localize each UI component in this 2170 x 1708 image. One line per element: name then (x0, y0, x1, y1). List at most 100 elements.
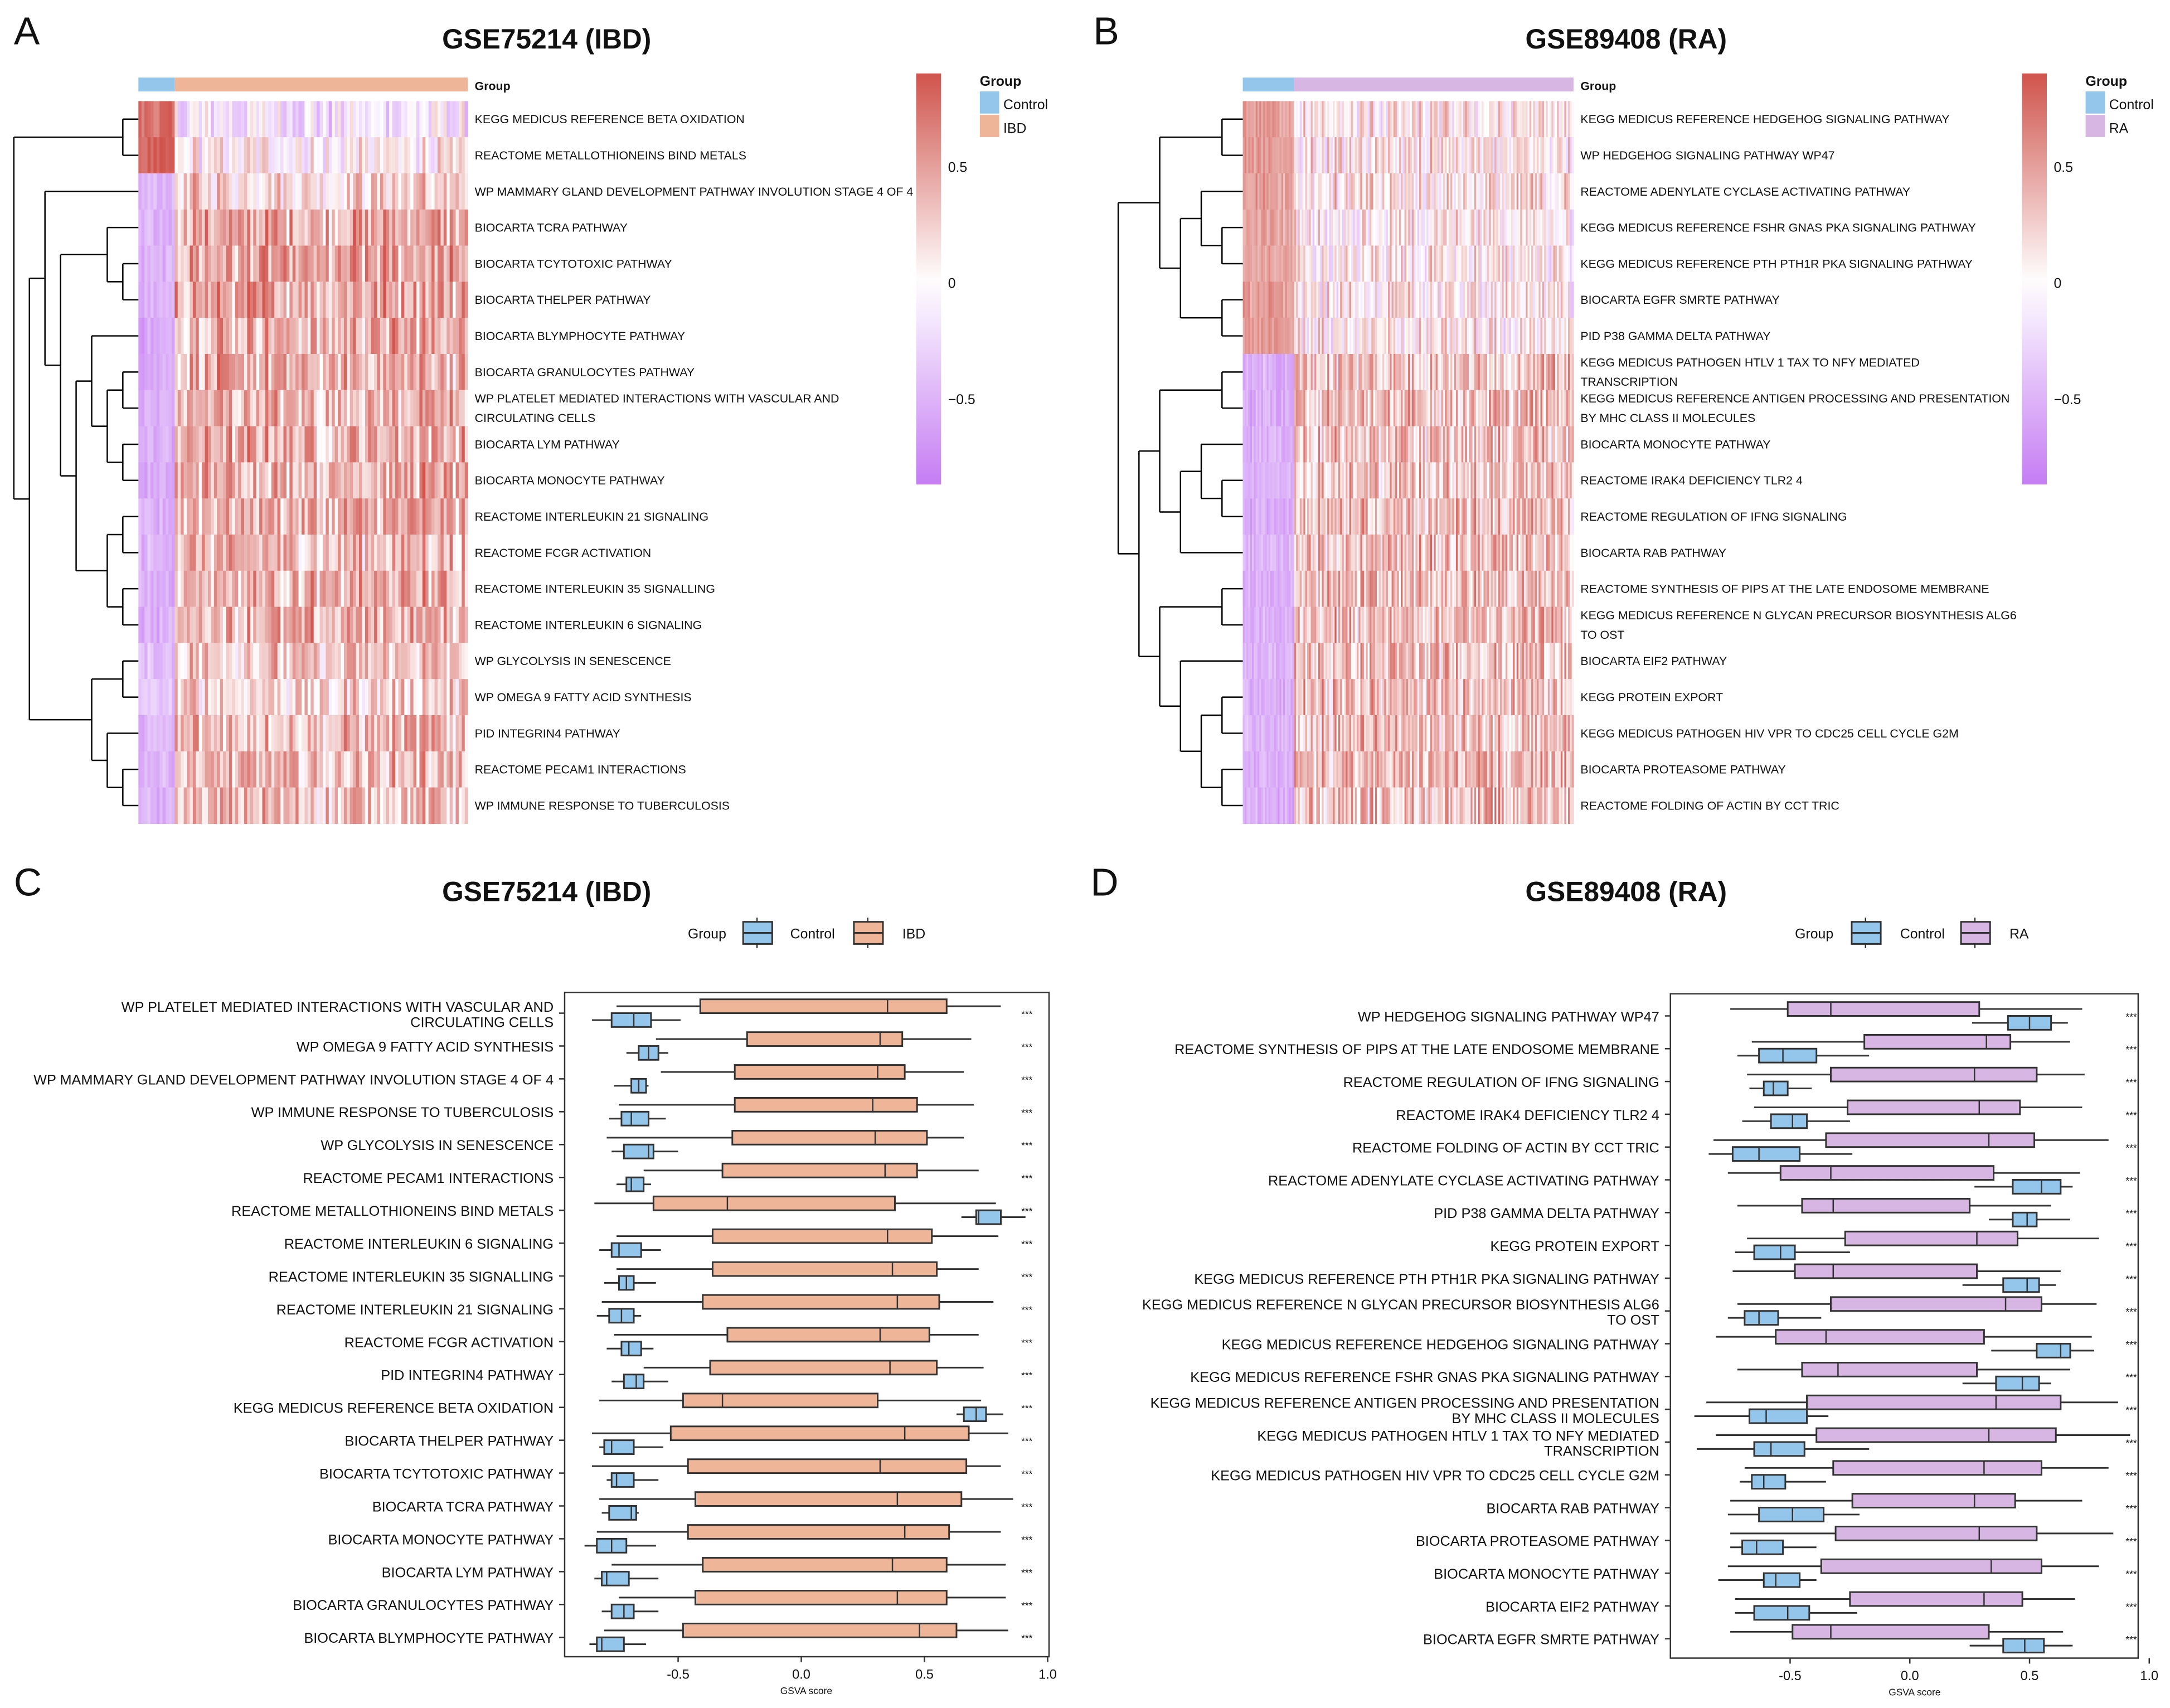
heatmap-cell (292, 101, 296, 138)
heatmap-cell (1362, 390, 1365, 427)
heatmap-cell (1367, 498, 1370, 535)
heatmap-cell (268, 390, 272, 427)
heatmap-cell (1298, 318, 1300, 355)
heatmap-cell (1252, 426, 1255, 463)
heatmap-cell (1391, 282, 1394, 318)
heatmap-cell (322, 282, 327, 318)
heatmap-cell (392, 643, 396, 680)
heatmap-cell (410, 426, 414, 463)
heatmap-cell (1298, 462, 1300, 499)
heatmap-cell (271, 101, 275, 138)
heatmap-cell (1310, 137, 1313, 174)
heatmap-cell (425, 534, 429, 571)
heatmap-cell (1564, 498, 1567, 535)
heatmap-cell (166, 101, 169, 138)
heatmap-cell (1463, 606, 1466, 644)
heatmap-cell (1377, 318, 1380, 355)
heatmap-cell (1319, 173, 1323, 210)
heatmap-cell (1358, 534, 1361, 571)
heatmap-cell (1550, 318, 1552, 355)
heatmap-cell (464, 353, 468, 391)
heatmap-cell (1414, 318, 1416, 355)
heatmap-cell (359, 462, 363, 499)
heatmap-cell (1358, 209, 1361, 246)
heatmap-cell (404, 679, 408, 716)
heatmap-cell (1305, 534, 1308, 571)
heatmap-cell (334, 390, 338, 427)
heatmap-cell (1518, 101, 1521, 138)
heatmap-cell (1288, 534, 1291, 571)
heatmap-cell (1254, 462, 1256, 499)
heatmap-cell (1387, 318, 1391, 355)
heatmap-cell (446, 390, 450, 427)
heatmap-cell (1502, 534, 1504, 571)
heatmap-cell (338, 173, 342, 210)
heatmap-cell (1489, 353, 1492, 391)
heatmap-cell (1496, 498, 1499, 535)
heatmap-cell (392, 173, 396, 210)
heatmap-cell (1529, 606, 1532, 644)
heatmap-cell (202, 137, 206, 174)
heatmap-cell (1408, 245, 1411, 283)
heatmap-cell (1408, 173, 1411, 210)
heatmap-cell (1469, 426, 1472, 463)
heatmap-cell (1491, 137, 1493, 174)
heatmap-cell (1406, 209, 1409, 246)
heatmap-cell (1559, 282, 1561, 318)
heatmap-cell (404, 282, 408, 318)
heatmap-cell (443, 390, 447, 427)
heatmap-cell (1566, 426, 1569, 463)
heatmap-cell (1502, 318, 1504, 355)
heatmap-cell (1366, 570, 1368, 608)
heatmap-cell (1244, 570, 1247, 608)
heatmap-cell (313, 751, 317, 788)
heatmap-cell (229, 426, 233, 463)
heatmap-cell (1353, 462, 1356, 499)
heatmap-cell (422, 390, 426, 427)
heatmap-cell (1263, 318, 1265, 355)
heatmap-cell (295, 282, 299, 318)
heatmap-cell (1248, 245, 1251, 283)
heatmap-cell (1479, 137, 1482, 174)
heatmap-cell (1435, 498, 1438, 535)
heatmap-cell (1331, 570, 1333, 608)
heatmap-cell (422, 787, 426, 824)
heatmap-cell (302, 390, 305, 427)
heatmap-cell (347, 570, 351, 608)
row-label: BIOCARTA LYM PATHWAY (475, 438, 620, 451)
heatmap-cell (1533, 173, 1536, 210)
heatmap-cell (1314, 101, 1317, 138)
heatmap-cell (449, 643, 453, 680)
heatmap-cell (307, 498, 312, 535)
heatmap-cell (422, 534, 426, 571)
heatmap-cell (1397, 606, 1400, 644)
heatmap-cell (356, 679, 360, 716)
heatmap-cell (1294, 209, 1297, 246)
heatmap-cell (1516, 245, 1519, 283)
heatmap-cell (1318, 282, 1321, 318)
heatmap-cell (1570, 534, 1572, 571)
heatmap-cell (313, 209, 317, 246)
heatmap-cell (1419, 209, 1422, 246)
heatmap-cell (256, 318, 260, 355)
heatmap-cell (253, 353, 257, 391)
heatmap-cell (1294, 173, 1297, 210)
heatmap-cell (322, 679, 327, 716)
heatmap-cell (1410, 426, 1412, 463)
heatmap-cell (407, 462, 411, 499)
heatmap-cell (1347, 390, 1350, 427)
heatmap-cell (1485, 318, 1488, 355)
heatmap-cell (1380, 570, 1383, 608)
heatmap-cell (1458, 318, 1460, 355)
heatmap-cell (1571, 245, 1574, 283)
heatmap-cell (1346, 173, 1348, 210)
heatmap-cell (1414, 101, 1416, 138)
heatmap-cell (304, 209, 308, 246)
heatmap-cell (138, 137, 142, 174)
heatmap-cell (1401, 245, 1404, 283)
heatmap-cell (374, 245, 378, 283)
heatmap-cell (1255, 606, 1258, 644)
heatmap-cell (1463, 101, 1466, 138)
heatmap-cell (1327, 498, 1330, 535)
heatmap-cell (1487, 209, 1490, 246)
